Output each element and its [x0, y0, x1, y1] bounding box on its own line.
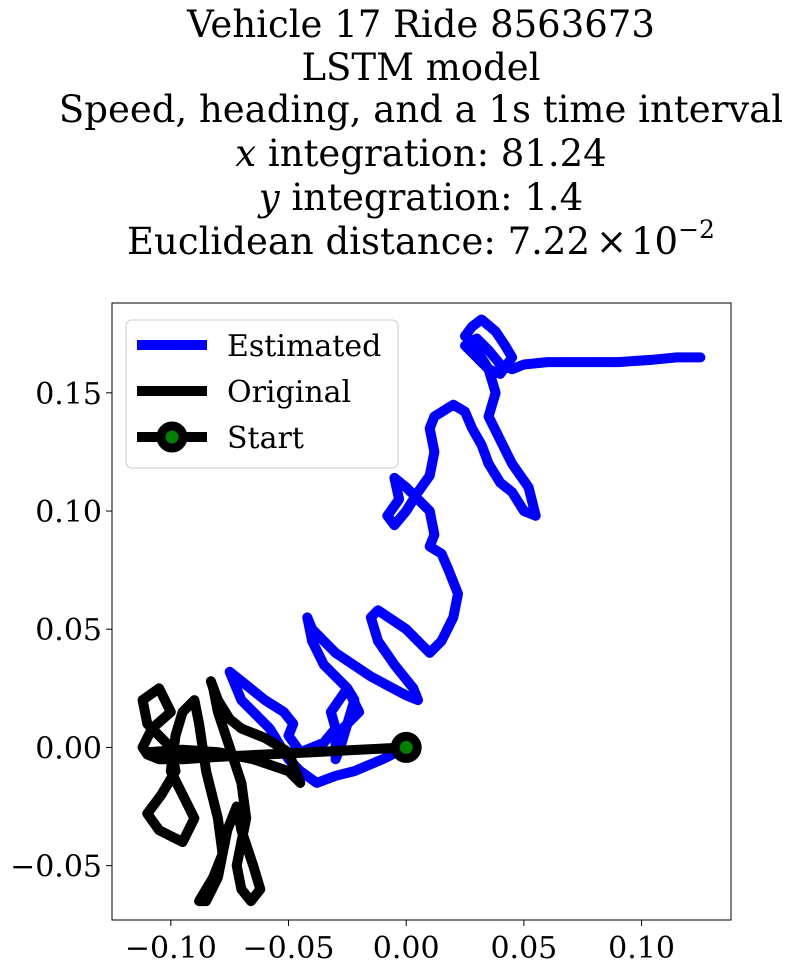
y-integration-value: integration: 1.4: [280, 176, 584, 219]
y-tick-label: 0.05: [35, 613, 102, 648]
title-line-euclidean: Euclidean distance: 7.22 × 10−2: [127, 215, 715, 263]
x-tick-label: 0.10: [608, 931, 675, 966]
y-axis-ticks: −0.05 0.00 0.05 0.10 0.15: [10, 377, 112, 885]
x-axis-ticks: −0.10 −0.05 0.00 0.05 0.10: [125, 920, 675, 966]
series-layer: [137, 314, 706, 907]
y-tick-label: −0.05: [10, 850, 102, 885]
y-tick-label: 0.15: [35, 377, 102, 412]
plot-area: [137, 314, 706, 907]
start-point-marker: [390, 731, 422, 763]
euclidean-base: 10: [631, 220, 678, 263]
series-line-estimated: [224, 314, 706, 788]
title-line-2: LSTM model: [301, 46, 540, 89]
x-tick-label: −0.10: [125, 931, 217, 966]
legend-start-label: Start: [227, 421, 304, 456]
title-line-y-integration: y integration: 1.4: [257, 176, 583, 219]
legend-box: [125, 319, 399, 469]
title-line-1: Vehicle 17 Ride 8563673: [186, 3, 655, 46]
title-line-x-integration: x integration: 81.24: [235, 132, 606, 175]
y-integration-symbol: y: [257, 176, 281, 219]
legend-estimated-label: Estimated: [227, 329, 381, 364]
legend-start-marker: [156, 421, 188, 453]
chart-title: Vehicle 17 Ride 8563673 LSTM model Speed…: [59, 3, 783, 263]
x-integration-value: integration: 81.24: [256, 132, 607, 175]
y-tick-label: 0.00: [35, 731, 102, 766]
x-tick-label: 0.00: [373, 931, 440, 966]
x-tick-label: −0.05: [243, 931, 335, 966]
legend: Estimated Original Start: [125, 319, 399, 469]
euclidean-exponent: −2: [678, 215, 715, 244]
x-tick-label: 0.05: [490, 931, 557, 966]
euclidean-times: ×: [596, 220, 627, 263]
y-tick-label: 0.10: [35, 495, 102, 530]
axes-frame: [111, 302, 732, 921]
euclidean-text: Euclidean distance: 7.22: [127, 220, 590, 263]
legend-original-label: Original: [227, 375, 351, 410]
series-line-original: [137, 676, 412, 907]
x-integration-symbol: x: [235, 132, 256, 175]
title-line-3: Speed, heading, and a 1s time interval: [59, 88, 783, 131]
